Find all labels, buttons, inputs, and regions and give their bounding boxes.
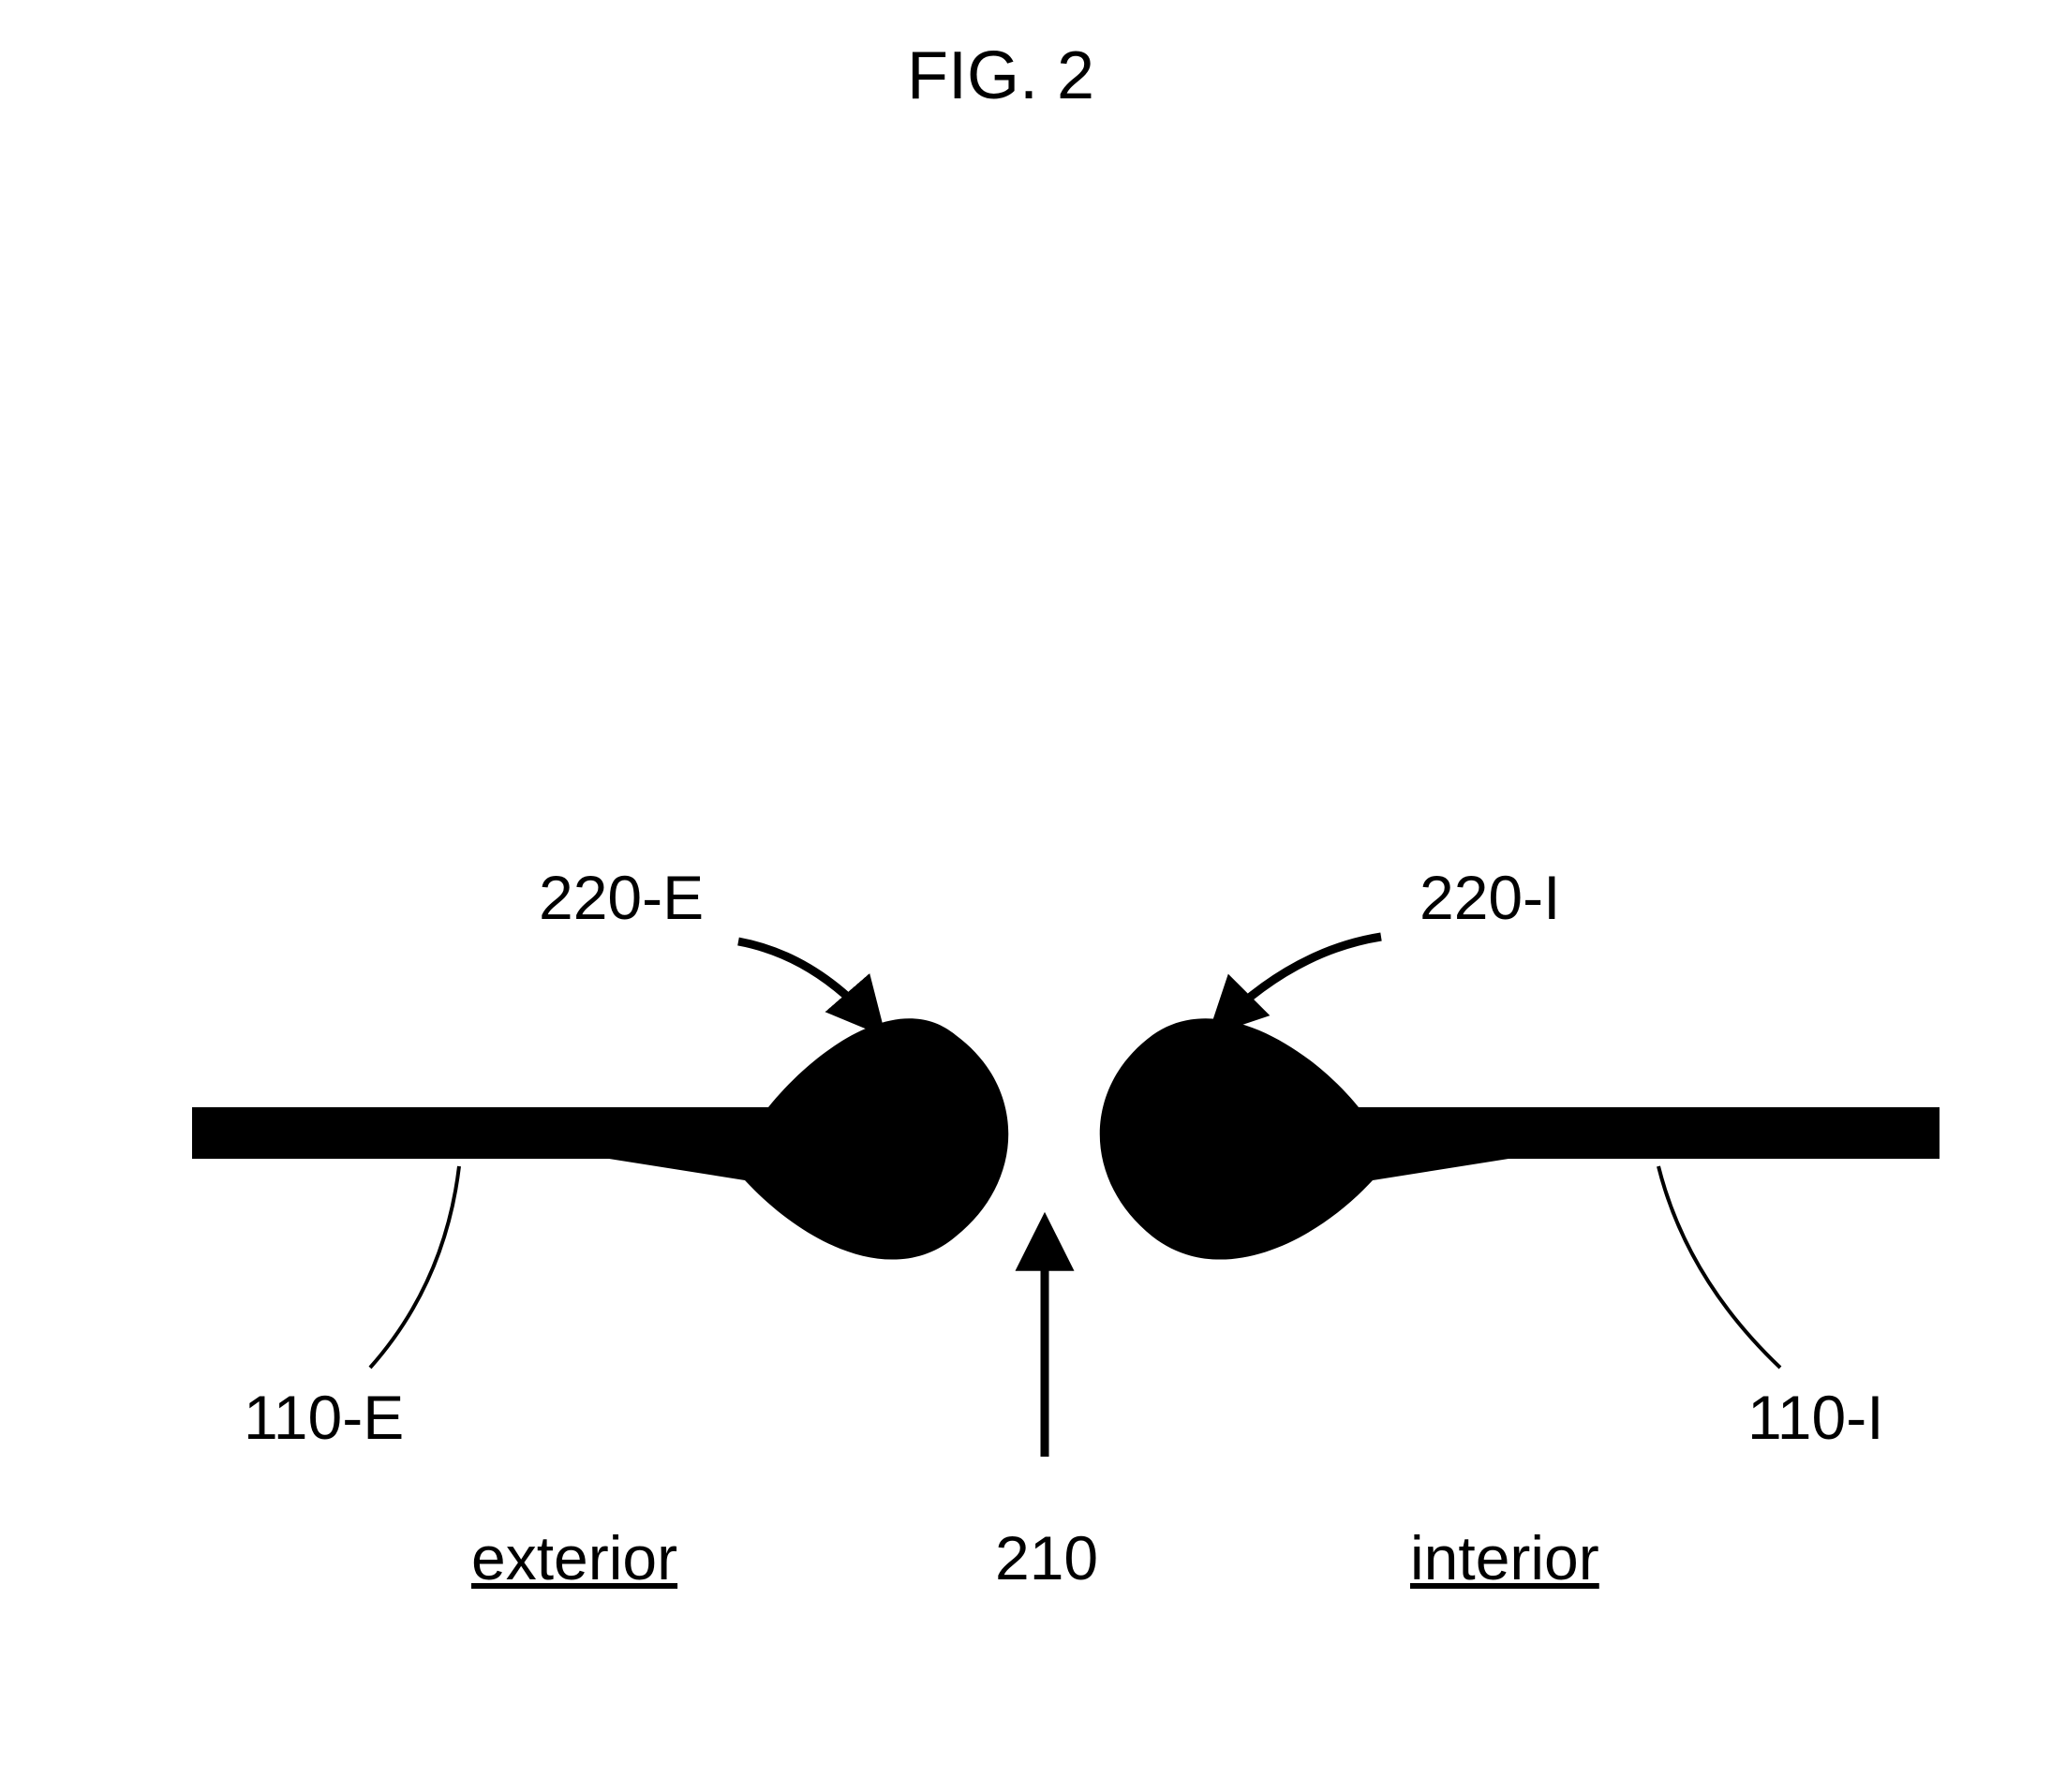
leader-110-e [370,1166,459,1368]
leader-220-e [738,941,876,1026]
label-110-e: 110-E [244,1382,404,1453]
label-210: 210 [995,1522,1098,1593]
leader-110-i [1658,1166,1780,1368]
left-body [192,1018,1008,1259]
left-shape [192,1018,1008,1259]
right-body [1100,1018,1940,1259]
figure-title: FIG. 2 [907,37,1094,114]
label-exterior: exterior [471,1522,677,1593]
right-shape [1100,1018,1940,1259]
label-110-i: 110-I [1747,1382,1884,1453]
label-220-i: 220-I [1419,862,1560,933]
label-220-e: 220-E [539,862,704,933]
leader-220-i [1218,937,1381,1026]
label-interior: interior [1410,1522,1599,1593]
